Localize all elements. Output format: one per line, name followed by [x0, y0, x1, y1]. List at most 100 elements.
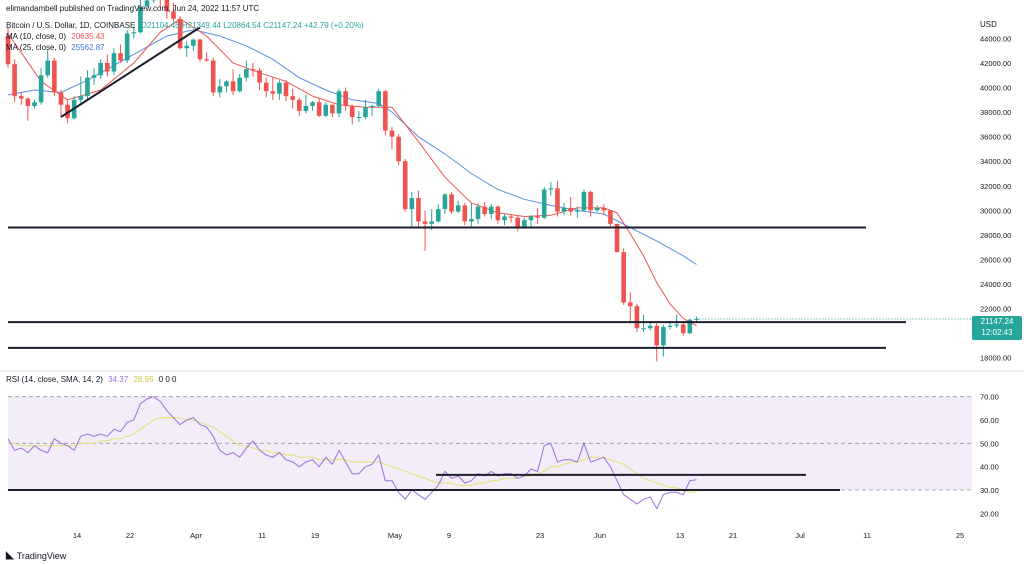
levels	[8, 26, 972, 349]
candle-body	[429, 221, 434, 224]
candle	[151, 0, 156, 3]
published-caption: elimandambell published on TradingView.c…	[6, 4, 262, 13]
candle	[38, 67, 44, 105]
rsi-panel	[7, 396, 972, 510]
candle-body	[363, 107, 368, 118]
candles	[5, 0, 699, 362]
candle-body	[575, 210, 580, 212]
candle-body	[634, 306, 640, 329]
candle	[495, 205, 501, 224]
candle-body	[369, 105, 375, 108]
candle-body	[561, 207, 567, 212]
candle-body	[230, 81, 236, 92]
x-tick-label: 11	[863, 531, 871, 540]
candle	[177, 16, 183, 50]
candle	[687, 318, 693, 335]
candle-body	[197, 39, 203, 60]
candle-body	[667, 325, 673, 328]
candle-body	[383, 91, 388, 131]
candle-body	[177, 18, 183, 49]
candle-body	[111, 53, 117, 72]
candle	[290, 88, 295, 109]
candle	[18, 92, 24, 105]
price-tick-label: 22000.00	[980, 305, 1011, 314]
rsi-label[interactable]: RSI (14, close, SMA, 14, 2)	[6, 375, 103, 384]
candle-body	[641, 328, 646, 330]
candle-body	[488, 206, 494, 215]
candle-body	[356, 117, 362, 119]
candle-body	[469, 218, 474, 222]
candle-body	[91, 75, 97, 78]
rsi-tick-label: 20.00	[980, 509, 999, 518]
candle-body	[164, 0, 170, 12]
x-tick-label: 25	[956, 531, 964, 540]
candle	[627, 292, 633, 324]
candle	[561, 202, 567, 216]
candle	[680, 322, 686, 336]
ma25-label[interactable]: MA (25, close, 0)	[6, 43, 67, 52]
candle-body	[38, 75, 44, 103]
candle-body	[594, 207, 600, 211]
candle	[541, 187, 547, 219]
candle-body	[462, 205, 468, 222]
candle	[409, 191, 415, 227]
candle	[310, 101, 315, 111]
price-tick-label: 30000.00	[980, 206, 1011, 215]
candle-body	[548, 188, 554, 190]
ma10-label[interactable]: MA (10, close, 0)	[6, 32, 67, 41]
candle	[111, 48, 117, 76]
candle	[45, 49, 51, 78]
rsi-value: 34.37	[108, 375, 129, 384]
rsi-legend: RSI (14, close, SMA, 14, 2) 34.37 28.95 …	[6, 375, 180, 384]
price-tick-label: 42000.00	[980, 59, 1011, 68]
candle-body	[349, 105, 355, 118]
rsi-extra: 0 0 0	[158, 375, 177, 384]
x-tick-label: 21	[729, 531, 737, 540]
candle	[661, 324, 666, 357]
candle	[383, 90, 388, 136]
candle	[343, 87, 348, 111]
candle-body	[138, 6, 143, 33]
candle-body	[614, 223, 620, 253]
candle	[25, 97, 31, 121]
candle-body	[204, 59, 209, 61]
candle-body	[118, 53, 123, 61]
candle-body	[627, 302, 633, 307]
candle-body	[210, 60, 216, 93]
candle	[105, 54, 110, 77]
footer-brand[interactable]: ◣ TradingView	[6, 550, 66, 561]
candle	[210, 58, 216, 97]
candle-body	[250, 69, 256, 71]
candle	[323, 102, 329, 118]
candle-body	[191, 39, 196, 46]
candle	[5, 27, 11, 68]
candle-body	[687, 319, 693, 334]
candle	[528, 215, 534, 228]
price-tick-label: 18000.00	[980, 354, 1011, 363]
candle-body	[422, 221, 428, 224]
candle-body	[541, 189, 547, 218]
candle	[389, 126, 395, 149]
candle-body	[581, 191, 587, 211]
symbol-name[interactable]: Bitcoin / U.S. Dollar, 1D, COINBASE	[6, 21, 136, 30]
candle-body	[237, 77, 242, 92]
candle	[641, 314, 646, 332]
ma10-line	[7, 18, 697, 327]
price-tick-label: 26000.00	[980, 255, 1011, 264]
candle	[244, 60, 249, 82]
candle	[502, 214, 507, 226]
candle-body	[32, 102, 37, 106]
rsi-tick-label: 70.00	[980, 393, 999, 402]
candle	[548, 182, 554, 196]
rsi-tick-label: 40.00	[980, 463, 999, 472]
x-tick-label: 14	[73, 531, 81, 540]
candle-body	[263, 82, 269, 92]
candle-body	[217, 86, 223, 93]
candle-body	[78, 96, 84, 100]
price-tick-label: 24000.00	[980, 280, 1011, 289]
candle	[581, 189, 587, 212]
candle-body	[270, 91, 276, 94]
candle-body	[535, 216, 540, 218]
candle	[330, 104, 335, 118]
candle-body	[224, 81, 229, 87]
